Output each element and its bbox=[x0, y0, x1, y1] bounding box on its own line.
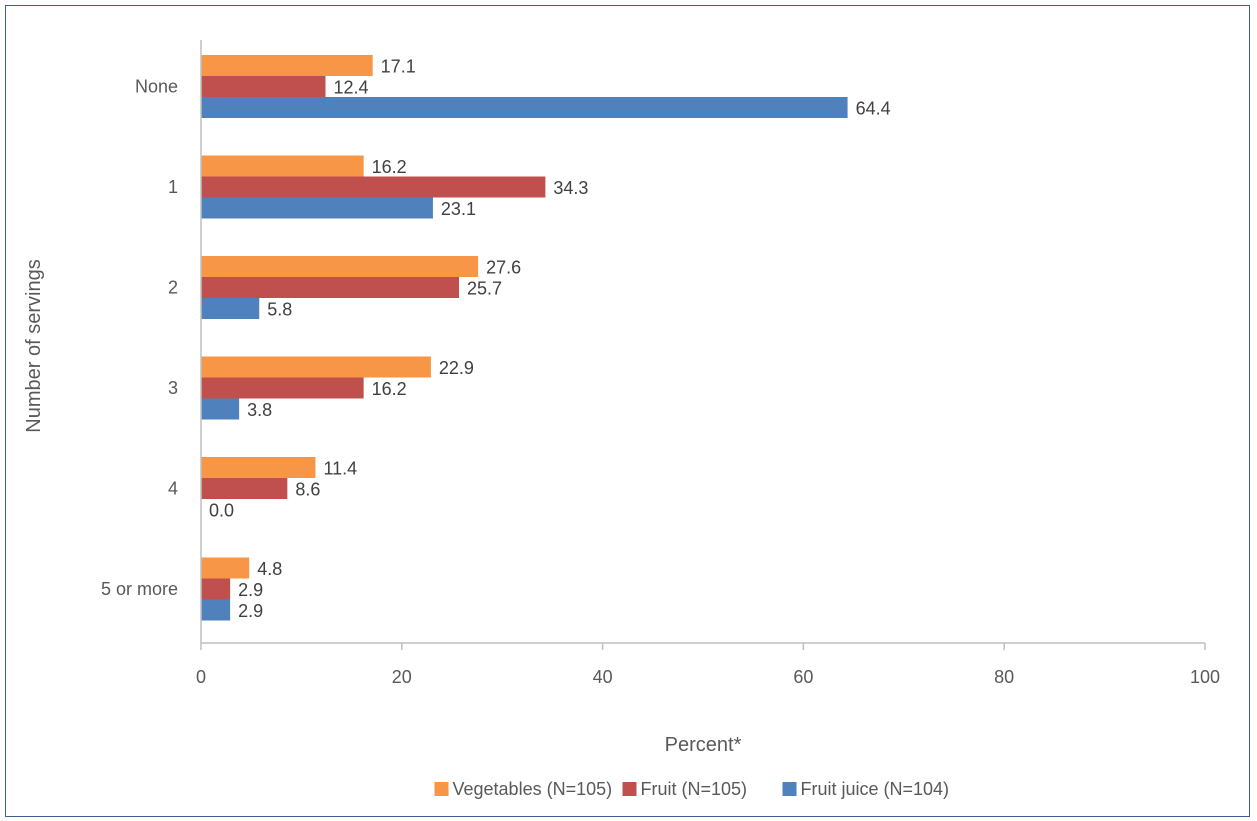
category-label: None bbox=[135, 77, 178, 97]
bar bbox=[201, 277, 460, 298]
legend-label: Vegetables (N=105) bbox=[453, 779, 613, 799]
category-label: 2 bbox=[168, 278, 178, 298]
bars-layer bbox=[201, 55, 848, 621]
category-label: 1 bbox=[168, 177, 178, 197]
data-label: 0.0 bbox=[209, 501, 234, 521]
category-label: 4 bbox=[168, 479, 178, 499]
legend-swatch bbox=[434, 782, 449, 796]
data-label: 16.2 bbox=[372, 379, 407, 399]
x-tick-label: 80 bbox=[994, 667, 1014, 687]
legend-swatch bbox=[782, 782, 797, 796]
bar bbox=[201, 377, 364, 399]
data-label: 25.7 bbox=[467, 279, 502, 299]
bar bbox=[201, 398, 240, 420]
bar bbox=[201, 298, 260, 319]
data-label: 8.6 bbox=[295, 480, 320, 500]
bar bbox=[201, 599, 231, 621]
legend: Vegetables (N=105) Fruit (N=105) Fruit jui… bbox=[434, 779, 950, 799]
x-tick-label: 40 bbox=[593, 667, 613, 687]
data-label: 64.4 bbox=[856, 99, 891, 119]
x-axis-title: Percent* bbox=[665, 734, 742, 756]
bar bbox=[201, 457, 316, 478]
x-tick-label: 20 bbox=[392, 667, 412, 687]
bar bbox=[201, 557, 250, 579]
bar bbox=[201, 55, 373, 76]
bar bbox=[201, 97, 848, 118]
data-label: 22.9 bbox=[439, 358, 474, 378]
data-label: 12.4 bbox=[333, 78, 368, 98]
bar bbox=[201, 197, 433, 219]
data-label: 16.2 bbox=[372, 157, 407, 177]
bar bbox=[201, 578, 231, 600]
data-label: 34.3 bbox=[553, 178, 588, 198]
data-label: 4.8 bbox=[257, 559, 282, 579]
data-label: 2.9 bbox=[238, 580, 263, 600]
legend-label: Fruit juice (N=104) bbox=[801, 779, 950, 799]
y-axis-title: Number of servings bbox=[23, 259, 45, 432]
legend-label: Fruit (N=105) bbox=[641, 779, 748, 799]
data-label: 27.6 bbox=[486, 258, 521, 278]
data-labels-layer: 17.1 12.4 64.4 16.2 34.3 23.1 27.625.7 5.8 22.9 1… bbox=[209, 57, 891, 622]
data-label: 23.1 bbox=[441, 199, 476, 219]
category-label: 5 or more bbox=[101, 579, 178, 599]
data-label: 2.9 bbox=[238, 601, 263, 621]
data-label: 5.8 bbox=[267, 300, 292, 320]
bar bbox=[201, 478, 288, 499]
bar bbox=[201, 256, 479, 277]
data-label: 3.8 bbox=[247, 400, 272, 420]
bar bbox=[201, 76, 326, 97]
data-label: 11.4 bbox=[323, 459, 357, 479]
x-tick-label: 100 bbox=[1190, 667, 1220, 687]
x-tick-label: 0 bbox=[196, 667, 206, 687]
data-label: 17.1 bbox=[381, 57, 416, 77]
axes-layer: None 1 2 3 4 5 or more 0 20 40 60 80 100 bbox=[101, 40, 1220, 687]
bar bbox=[201, 356, 431, 378]
category-label: 3 bbox=[168, 378, 178, 398]
legend-swatch bbox=[622, 782, 637, 796]
bar bbox=[201, 155, 364, 177]
bar bbox=[201, 176, 546, 198]
x-tick-label: 60 bbox=[793, 667, 813, 687]
